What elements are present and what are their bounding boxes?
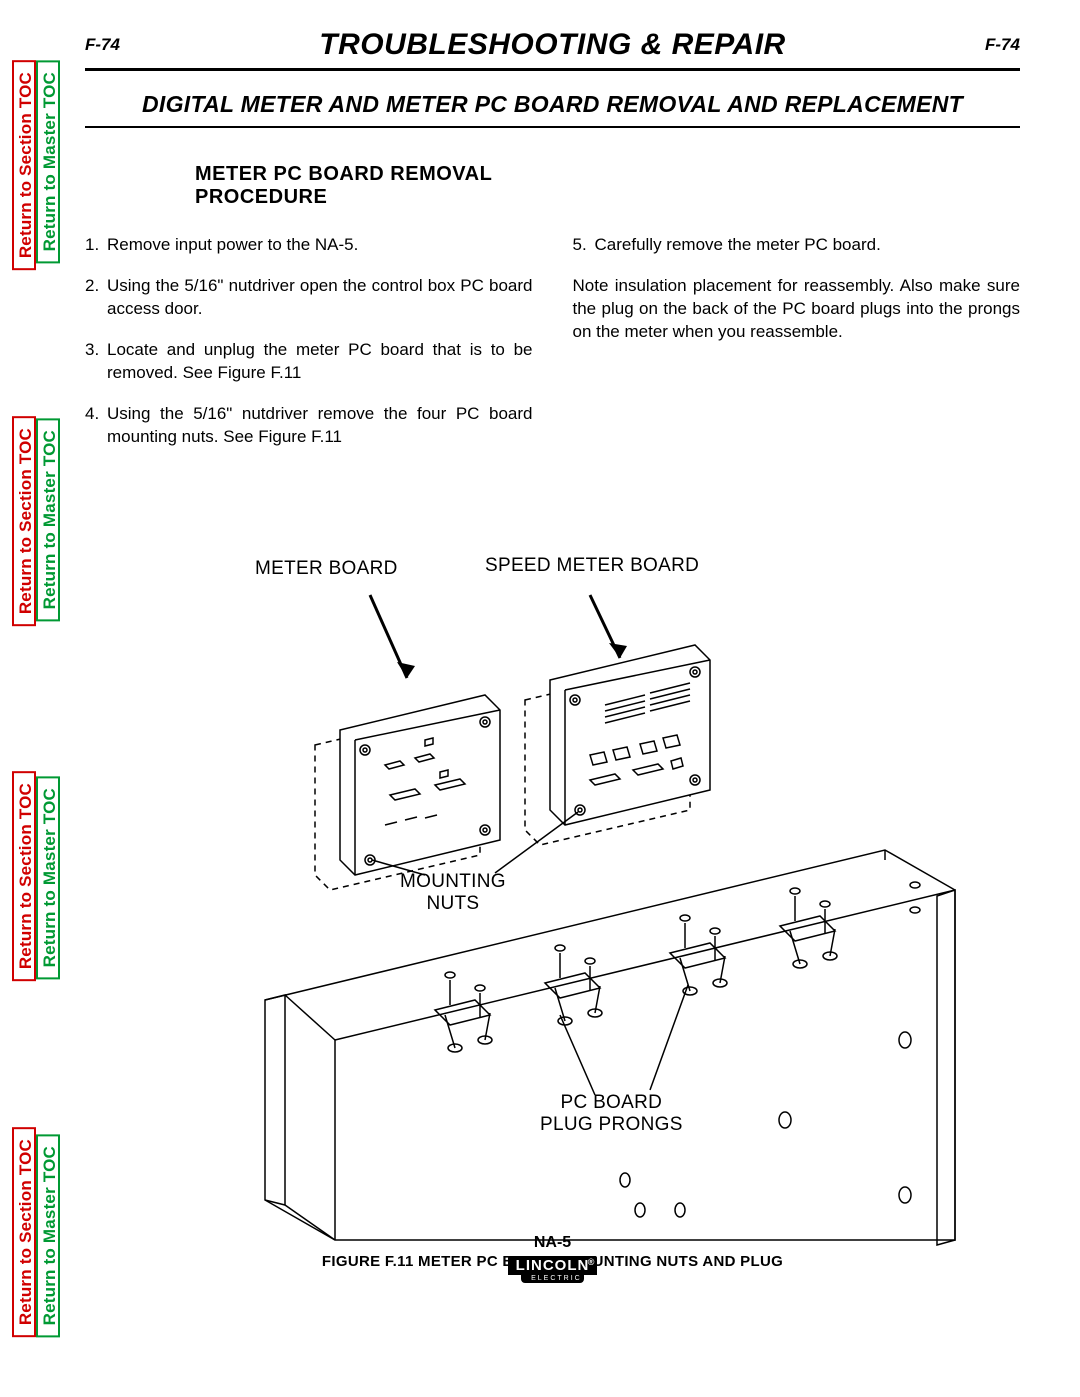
return-master-toc-link[interactable]: Return to Master TOC [36, 60, 60, 263]
return-master-toc-link[interactable]: Return to Master TOC [36, 418, 60, 621]
subsection-title: DIGITAL METER AND METER PC BOARD REMOVAL… [85, 91, 1020, 128]
side-tabs: Return to Section TOC Return to Section … [12, 0, 60, 1397]
return-section-toc-link[interactable]: Return to Section TOC [12, 1127, 36, 1337]
logo-text: LINCOLN [516, 1257, 590, 1274]
step-item: 5.Carefully remove the meter PC board. [573, 234, 1021, 257]
fig-label-line: PC BOARD [540, 1092, 683, 1114]
step-text: Using the 5/16" nutdriver open the contr… [107, 275, 533, 321]
step-num: 1. [85, 234, 107, 257]
page-content: F-74 TROUBLESHOOTING & REPAIR F-74 DIGIT… [85, 28, 1020, 467]
lincoln-logo: LINCOLN ® ELECTRIC [508, 1256, 598, 1283]
fig-label-line: NUTS [400, 893, 506, 915]
procedure-heading-line: METER PC BOARD REMOVAL [195, 163, 1020, 186]
page-number-right: F-74 [985, 35, 1020, 55]
left-column: 1.Remove input power to the NA-5. 2.Usin… [85, 234, 533, 467]
master-toc-col: Return to Master TOC Return to Master TO… [36, 0, 60, 1397]
return-section-toc-link[interactable]: Return to Section TOC [12, 416, 36, 626]
step-num: 3. [85, 339, 107, 385]
fig-label-speed-meter-board: SPEED METER BOARD [485, 555, 699, 577]
procedure-heading-line: PROCEDURE [195, 186, 1020, 209]
page-footer: NA-5 LINCOLN ® ELECTRIC [85, 1234, 1020, 1285]
step-text: Carefully remove the meter PC board. [595, 234, 1021, 257]
figure-diagram [85, 540, 1020, 1260]
step-num: 2. [85, 275, 107, 321]
return-master-toc-link[interactable]: Return to Master TOC [36, 1134, 60, 1337]
step-num: 4. [85, 403, 107, 449]
page-number-left: F-74 [85, 35, 120, 55]
logo-bottom: ELECTRIC [521, 1275, 584, 1283]
fig-label-pc-board-prongs: PC BOARD PLUG PRONGS [540, 1092, 683, 1136]
step-num: 5. [573, 234, 595, 257]
step-text: Using the 5/16" nutdriver remove the fou… [107, 403, 533, 449]
procedure-heading: METER PC BOARD REMOVAL PROCEDURE [195, 163, 1020, 209]
figure-area: METER BOARD SPEED METER BOARD MOUNTING N… [85, 540, 1020, 1300]
logo-top: LINCOLN ® [508, 1256, 598, 1275]
right-column: 5.Carefully remove the meter PC board. N… [573, 234, 1021, 467]
note-text: Note insulation placement for reassembly… [573, 275, 1021, 344]
fig-label-meter-board: METER BOARD [255, 558, 398, 580]
step-item: 3.Locate and unplug the meter PC board t… [85, 339, 533, 385]
fig-label-line: PLUG PRONGS [540, 1114, 683, 1136]
page-header: F-74 TROUBLESHOOTING & REPAIR F-74 [85, 28, 1020, 71]
fig-label-mounting-nuts: MOUNTING NUTS [400, 871, 506, 915]
section-toc-col: Return to Section TOC Return to Section … [12, 0, 36, 1397]
return-section-toc-link[interactable]: Return to Section TOC [12, 60, 36, 270]
step-item: 4.Using the 5/16" nutdriver remove the f… [85, 403, 533, 449]
step-item: 1.Remove input power to the NA-5. [85, 234, 533, 257]
registered-icon: ® [588, 1257, 596, 1267]
step-text: Remove input power to the NA-5. [107, 234, 533, 257]
step-item: 2.Using the 5/16" nutdriver open the con… [85, 275, 533, 321]
step-text: Locate and unplug the meter PC board tha… [107, 339, 533, 385]
return-master-toc-link[interactable]: Return to Master TOC [36, 776, 60, 979]
return-section-toc-link[interactable]: Return to Section TOC [12, 771, 36, 981]
procedure-columns: 1.Remove input power to the NA-5. 2.Usin… [85, 234, 1020, 467]
fig-label-line: MOUNTING [400, 871, 506, 893]
product-name: NA-5 [85, 1234, 1020, 1252]
section-title: TROUBLESHOOTING & REPAIR [319, 28, 785, 62]
